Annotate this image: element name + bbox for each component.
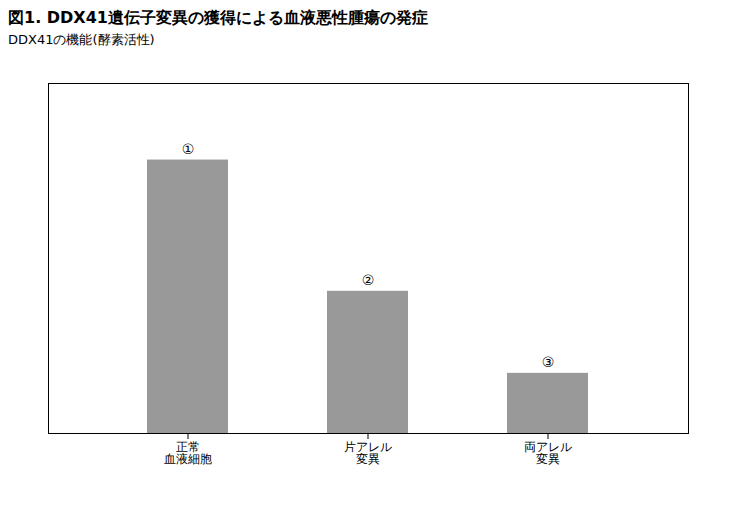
svg-text:片アレル変異: 片アレル変異 bbox=[344, 440, 392, 466]
html-text:DDX41の機能(酵素活性): DDX41の機能(酵素活性) bbox=[8, 32, 155, 47]
svg-text:②: ② bbox=[362, 272, 375, 288]
svg-text:両アレル変異: 両アレル変異 bbox=[524, 440, 572, 466]
svg-text:正常血液細胞: 正常血液細胞 bbox=[164, 440, 212, 466]
svg-text:③: ③ bbox=[542, 354, 555, 370]
html-text:図1. DDX41遺伝子変異の獲得による血液悪性腫瘍の発症: 図1. DDX41遺伝子変異の獲得による血液悪性腫瘍の発症 bbox=[8, 8, 428, 27]
svg-text:①: ① bbox=[182, 141, 195, 157]
